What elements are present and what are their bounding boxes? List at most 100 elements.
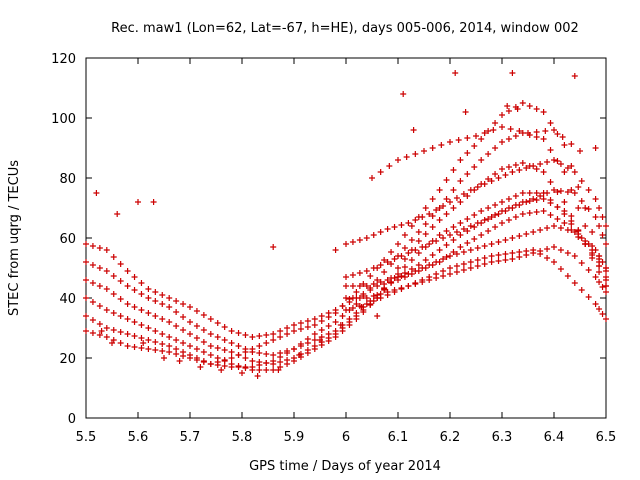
data-point	[592, 214, 599, 220]
data-point	[83, 295, 89, 301]
data-point	[89, 243, 96, 249]
data-point	[110, 273, 117, 279]
x-tick-label: 6.5	[596, 430, 617, 445]
data-point	[485, 228, 492, 234]
data-point	[83, 277, 89, 283]
data-point	[516, 249, 523, 255]
data-point	[492, 120, 499, 126]
data-point	[596, 263, 603, 269]
data-point	[526, 103, 533, 109]
data-point	[585, 187, 592, 193]
data-point	[318, 327, 325, 333]
data-point	[187, 331, 193, 337]
y-tick-label: 60	[59, 232, 76, 247]
data-point	[540, 109, 547, 115]
data-point	[495, 239, 502, 245]
data-point	[585, 206, 592, 212]
data-point	[214, 334, 221, 340]
data-point	[544, 190, 551, 196]
data-point	[561, 211, 568, 217]
data-point	[173, 323, 180, 329]
data-point	[544, 159, 551, 165]
data-point	[457, 232, 464, 238]
data-point	[478, 232, 485, 238]
data-point	[481, 217, 488, 223]
data-point	[568, 187, 575, 193]
data-point	[443, 177, 450, 183]
data-point	[467, 187, 474, 193]
data-point	[564, 227, 571, 233]
data-point	[436, 187, 443, 193]
data-point	[197, 364, 204, 370]
data-point	[339, 313, 346, 319]
data-point	[585, 267, 592, 273]
data-point	[499, 124, 505, 130]
data-point	[138, 307, 145, 313]
data-point	[263, 367, 270, 373]
data-point	[339, 303, 346, 309]
data-point	[485, 205, 492, 211]
data-point	[599, 259, 606, 265]
data-point	[391, 275, 398, 281]
data-point	[537, 161, 544, 167]
x-tick-label: 6.4	[544, 430, 565, 445]
data-point	[311, 322, 318, 328]
data-point	[377, 295, 384, 301]
data-point	[89, 299, 96, 305]
data-point	[161, 355, 167, 361]
data-point	[405, 220, 412, 226]
data-point	[452, 70, 459, 76]
data-point	[596, 306, 603, 312]
data-point	[332, 319, 339, 325]
data-point	[263, 332, 270, 338]
data-point	[356, 283, 363, 289]
data-point	[270, 244, 277, 250]
data-point	[109, 340, 115, 346]
data-point	[103, 247, 110, 253]
data-point	[505, 217, 512, 223]
data-point	[117, 296, 124, 302]
data-point	[603, 316, 609, 322]
data-point	[523, 165, 530, 171]
data-point	[349, 272, 356, 278]
data-point	[374, 277, 381, 283]
data-point	[384, 259, 391, 265]
data-point	[367, 302, 374, 308]
data-point	[391, 224, 398, 230]
data-point	[401, 232, 408, 238]
data-point	[400, 91, 407, 97]
data-point	[377, 229, 384, 235]
data-point	[571, 169, 578, 175]
data-point	[450, 205, 457, 211]
data-point	[485, 151, 492, 157]
data-point	[346, 296, 353, 302]
data-point	[363, 301, 370, 307]
data-point	[499, 139, 505, 145]
data-point	[159, 292, 166, 298]
data-point	[242, 364, 249, 370]
data-point	[200, 339, 207, 345]
data-point	[575, 227, 582, 233]
data-point	[187, 319, 193, 325]
data-point	[471, 164, 478, 170]
data-point	[422, 221, 429, 227]
data-point	[478, 157, 485, 163]
data-point	[419, 244, 426, 250]
data-point	[460, 267, 467, 273]
data-point	[228, 340, 235, 346]
data-point	[481, 181, 488, 187]
data-point	[270, 331, 277, 337]
data-point	[152, 339, 159, 345]
data-point	[557, 161, 564, 167]
data-point	[408, 257, 415, 263]
data-point	[547, 147, 554, 153]
data-point	[96, 265, 103, 271]
data-point	[221, 363, 228, 369]
data-point	[256, 343, 263, 349]
data-point	[343, 274, 349, 280]
data-point	[504, 103, 511, 109]
data-point	[270, 358, 277, 364]
data-point	[429, 196, 436, 202]
data-point	[561, 220, 568, 226]
data-point	[114, 211, 121, 217]
